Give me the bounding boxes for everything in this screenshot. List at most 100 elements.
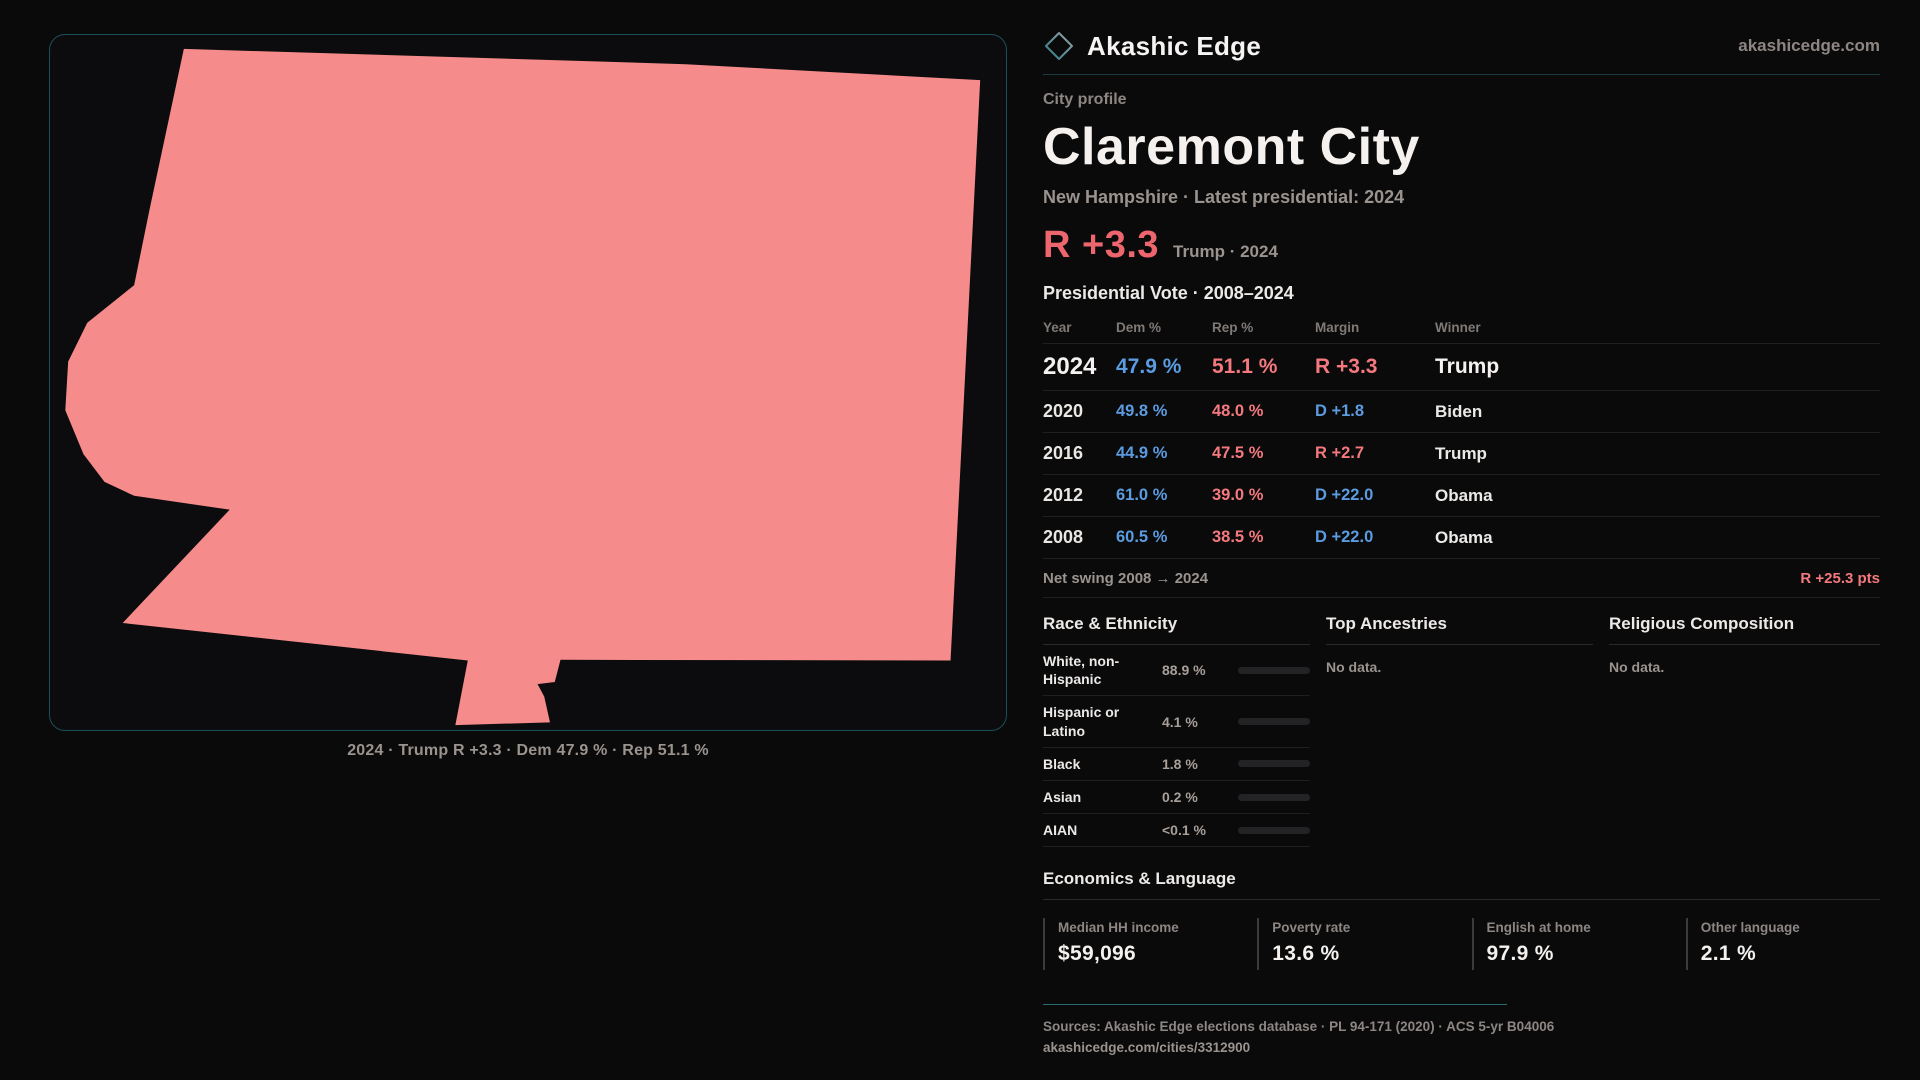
race-ethnicity-column: Race & Ethnicity White, non-Hispanic 88.… xyxy=(1043,614,1310,848)
winner-cell: Trump xyxy=(1435,443,1487,463)
race-bar xyxy=(1238,718,1310,726)
stat-label: Median HH income xyxy=(1058,920,1179,936)
ancestries-column: Top Ancestries No data. xyxy=(1326,614,1593,847)
city-boundary-shape xyxy=(65,48,981,726)
stat-label: Other language xyxy=(1700,920,1800,936)
col-dem: Dem % xyxy=(1116,320,1162,335)
stat-label: English at home xyxy=(1486,920,1591,936)
economics-title: Economics & Language xyxy=(1043,869,1880,901)
year-cell: 2008 xyxy=(1043,527,1084,547)
ancestries-empty-state: No data. xyxy=(1326,659,1382,675)
election-table-title: Presidential Vote · 2008–2024 xyxy=(1043,283,1294,303)
col-margin: Margin xyxy=(1315,320,1360,335)
margin-cell: D +22.0 xyxy=(1315,528,1374,546)
city-profile-panel: Akashic Edge akashicedge.com City profil… xyxy=(1043,30,1880,1055)
stat-median-income: Median HH income $59,096 xyxy=(1043,918,1237,971)
table-row-2012: 2012 61.0 % 39.0 % D +22.0 Obama xyxy=(1043,474,1880,516)
race-bar xyxy=(1238,826,1310,834)
brand-name: Akashic Edge xyxy=(1087,30,1262,61)
race-label: Asian xyxy=(1043,788,1082,805)
map-caption: 2024 · Trump R +3.3 · Dem 47.9 % · Rep 5… xyxy=(347,742,709,759)
stat-other-language: Other language 2.1 % xyxy=(1685,918,1880,971)
rep-cell: 47.5 % xyxy=(1212,444,1264,462)
race-value: 1.8 % xyxy=(1162,755,1198,772)
net-swing-value: R +25.3 pts xyxy=(1800,569,1880,587)
race-bar xyxy=(1238,666,1310,674)
race-value: <0.1 % xyxy=(1162,822,1206,839)
col-rep: Rep % xyxy=(1212,320,1254,335)
race-row-hispanic: Hispanic or Latino 4.1 % xyxy=(1043,696,1310,748)
race-label: Hispanic or Latino xyxy=(1043,704,1120,739)
header-divider xyxy=(1043,74,1880,75)
demographics-section: Race & Ethnicity White, non-Hispanic 88.… xyxy=(1043,614,1880,848)
election-table: Year Dem % Rep % Margin Winner 2024 47.9… xyxy=(1043,316,1880,598)
rep-cell: 38.5 % xyxy=(1212,528,1264,546)
table-row-2016: 2016 44.9 % 47.5 % R +2.7 Trump xyxy=(1043,432,1880,474)
header: Akashic Edge akashicedge.com xyxy=(1043,30,1880,62)
race-label: Black xyxy=(1043,755,1081,772)
year-cell: 2020 xyxy=(1043,401,1084,421)
headline-margin-context: Trump · 2024 xyxy=(1173,242,1278,261)
page-subtitle: New Hampshire · Latest presidential: 202… xyxy=(1043,187,1405,207)
margin-cell: R +2.7 xyxy=(1315,444,1365,462)
table-row-2024: 2024 47.9 % 51.1 % R +3.3 Trump xyxy=(1043,343,1880,390)
race-value: 0.2 % xyxy=(1162,789,1198,806)
year-cell: 2016 xyxy=(1043,443,1084,463)
rep-cell: 39.0 % xyxy=(1212,486,1264,504)
sources-url-link[interactable]: akashicedge.com/cities/3312900 xyxy=(1043,1040,1251,1056)
ancestries-title: Top Ancestries xyxy=(1326,614,1593,645)
race-bar xyxy=(1238,760,1310,768)
diamond-icon xyxy=(1043,30,1075,62)
stat-value: 97.9 % xyxy=(1486,942,1554,966)
election-table-header: Year Dem % Rep % Margin Winner xyxy=(1043,316,1880,343)
margin-cell: D +1.8 xyxy=(1315,402,1365,420)
race-row-black: Black 1.8 % xyxy=(1043,748,1310,781)
rep-cell: 51.1 % xyxy=(1212,355,1278,378)
stat-english-at-home: English at home 97.9 % xyxy=(1471,918,1666,971)
table-row-2008: 2008 60.5 % 38.5 % D +22.0 Obama xyxy=(1043,516,1880,558)
stat-value: 13.6 % xyxy=(1272,942,1340,966)
race-ethnicity-title: Race & Ethnicity xyxy=(1043,614,1310,645)
sources-divider xyxy=(1043,1004,1507,1006)
winner-cell: Biden xyxy=(1435,401,1483,421)
page-title: Claremont City xyxy=(1043,118,1420,176)
race-row-asian: Asian 0.2 % xyxy=(1043,781,1310,815)
race-value: 4.1 % xyxy=(1162,713,1198,730)
brand-domain-link[interactable]: akashicedge.com xyxy=(1738,36,1880,55)
margin-cell: R +3.3 xyxy=(1315,355,1378,378)
table-row-2020: 2020 49.8 % 48.0 % D +1.8 Biden xyxy=(1043,390,1880,432)
winner-cell: Trump xyxy=(1435,355,1500,378)
city-boundary-map xyxy=(65,48,981,726)
stat-value: $59,096 xyxy=(1058,942,1137,966)
rep-cell: 48.0 % xyxy=(1212,402,1264,420)
net-swing-row: Net swing 2008 → 2024 R +25.3 pts xyxy=(1043,558,1880,598)
year-cell: 2024 xyxy=(1043,353,1097,380)
winner-cell: Obama xyxy=(1435,485,1493,505)
headline-margin-row: R +3.3 Trump · 2024 xyxy=(1043,224,1880,267)
col-year: Year xyxy=(1043,320,1072,335)
stat-label: Poverty rate xyxy=(1272,920,1351,936)
dem-cell: 47.9 % xyxy=(1116,355,1182,378)
religion-empty-state: No data. xyxy=(1609,659,1665,675)
stat-value: 2.1 % xyxy=(1700,942,1756,966)
dem-cell: 61.0 % xyxy=(1116,486,1168,504)
sources-text: Sources: Akashic Edge elections database… xyxy=(1043,1019,1555,1035)
stat-poverty-rate: Poverty rate 13.6 % xyxy=(1257,918,1451,971)
economics-stats: Median HH income $59,096 Poverty rate 13… xyxy=(1043,918,1880,971)
dem-cell: 60.5 % xyxy=(1116,528,1168,546)
net-swing-label: Net swing 2008 → 2024 xyxy=(1043,569,1209,587)
dem-cell: 49.8 % xyxy=(1116,402,1168,420)
headline-margin-value: R +3.3 xyxy=(1043,224,1160,266)
race-row-white: White, non-Hispanic 88.9 % xyxy=(1043,645,1310,697)
winner-cell: Obama xyxy=(1435,527,1493,547)
city-map-panel xyxy=(49,34,1007,731)
race-row-aian: AIAN <0.1 % xyxy=(1043,814,1310,848)
col-winner: Winner xyxy=(1435,320,1481,335)
race-label: White, non-Hispanic xyxy=(1043,653,1120,688)
dem-cell: 44.9 % xyxy=(1116,444,1168,462)
page-kicker: City profile xyxy=(1043,91,1127,108)
race-label: AIAN xyxy=(1043,822,1078,839)
religion-title: Religious Composition xyxy=(1609,614,1880,645)
religion-column: Religious Composition No data. xyxy=(1609,614,1880,847)
year-cell: 2012 xyxy=(1043,485,1084,505)
